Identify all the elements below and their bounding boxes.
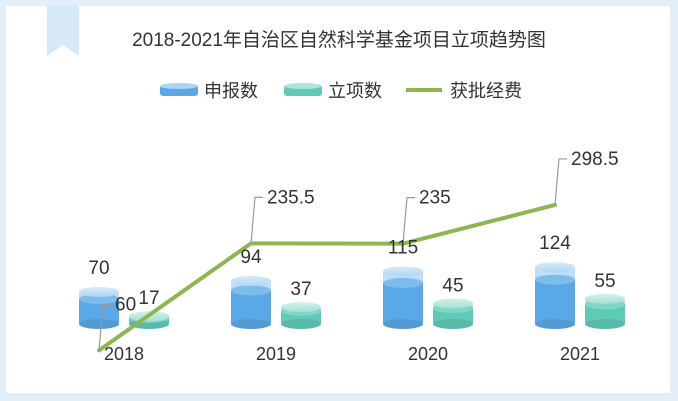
leader-line-funding — [554, 158, 567, 205]
leader-line-funding — [402, 197, 415, 244]
bar-applications-body — [383, 282, 423, 324]
data-label-funding: 235 — [419, 188, 451, 209]
data-label-approved: 37 — [290, 279, 311, 300]
data-label-applications: 115 — [388, 237, 418, 258]
x-tick-label: 2021 — [560, 344, 600, 364]
legend-bar-swatch-top — [284, 83, 322, 89]
bar-applications-body — [231, 290, 271, 324]
bar-approved — [433, 298, 473, 329]
bar-applications-cap — [535, 262, 575, 273]
leader-line-funding — [250, 196, 263, 244]
bar-applications-base — [535, 319, 575, 329]
bar-applications-cap — [231, 275, 271, 286]
bar-approved-base — [585, 319, 625, 329]
labels-layer: 70 17 94 37 115 45 124 55 60 235.5 235 298.5 — [88, 149, 618, 315]
bars-layer — [79, 262, 625, 329]
x-axis-ticks: 2018 2019 2020 2021 — [104, 344, 600, 364]
bar-applications-body — [535, 279, 575, 324]
x-tick-label: 2020 — [408, 344, 448, 364]
bar-approved — [585, 293, 625, 329]
bar-approved — [281, 302, 321, 329]
data-label-approved: 17 — [138, 288, 159, 309]
data-label-applications: 94 — [240, 247, 262, 268]
data-label-approved: 45 — [442, 275, 463, 296]
x-tick-label: 2019 — [256, 344, 296, 364]
bar-approved-cap — [585, 293, 625, 304]
bar-applications-base — [383, 319, 423, 329]
bar-applications-cap — [383, 266, 423, 277]
bar-approved-body — [585, 304, 625, 324]
line-layer — [97, 158, 567, 353]
legend-label: 立项数 — [328, 81, 382, 101]
data-label-funding: 60 — [115, 294, 136, 315]
bar-applications-base — [231, 319, 271, 329]
series-line-funding — [97, 202, 557, 353]
bar-applications-level — [231, 285, 271, 296]
data-label-applications: 124 — [539, 233, 571, 254]
bar-applications-base — [79, 319, 119, 329]
chart-title: 2018-2021年自治区自然科学基金项目立项趋势图 — [132, 29, 546, 51]
legend-label: 申报数 — [204, 81, 258, 101]
legend-label: 获批经费 — [450, 81, 522, 101]
bar-applications-level — [535, 274, 575, 285]
bar-applications — [535, 262, 575, 329]
bar-applications — [383, 266, 423, 329]
legend: 申报数 立项数 获批经费 — [160, 81, 522, 101]
bar-applications-level — [383, 277, 423, 288]
x-tick-label: 2018 — [104, 344, 144, 364]
bar-approved-cap — [281, 302, 321, 313]
data-label-funding: 298.5 — [571, 149, 619, 170]
bar-applications-level — [79, 293, 119, 304]
legend-bar-swatch-top — [160, 83, 198, 89]
data-label-applications: 70 — [88, 258, 109, 279]
bar-applications — [231, 275, 271, 329]
data-label-funding: 235.5 — [267, 187, 315, 208]
bar-approved-cap — [433, 298, 473, 309]
bar-approved-base — [433, 319, 473, 329]
data-label-approved: 55 — [594, 271, 615, 292]
bar-approved-base — [281, 319, 321, 329]
leader-line-funding — [98, 303, 111, 351]
bar-applications-cap — [79, 286, 119, 297]
bar-applications — [79, 286, 119, 329]
bar-applications-upper — [383, 271, 423, 283]
